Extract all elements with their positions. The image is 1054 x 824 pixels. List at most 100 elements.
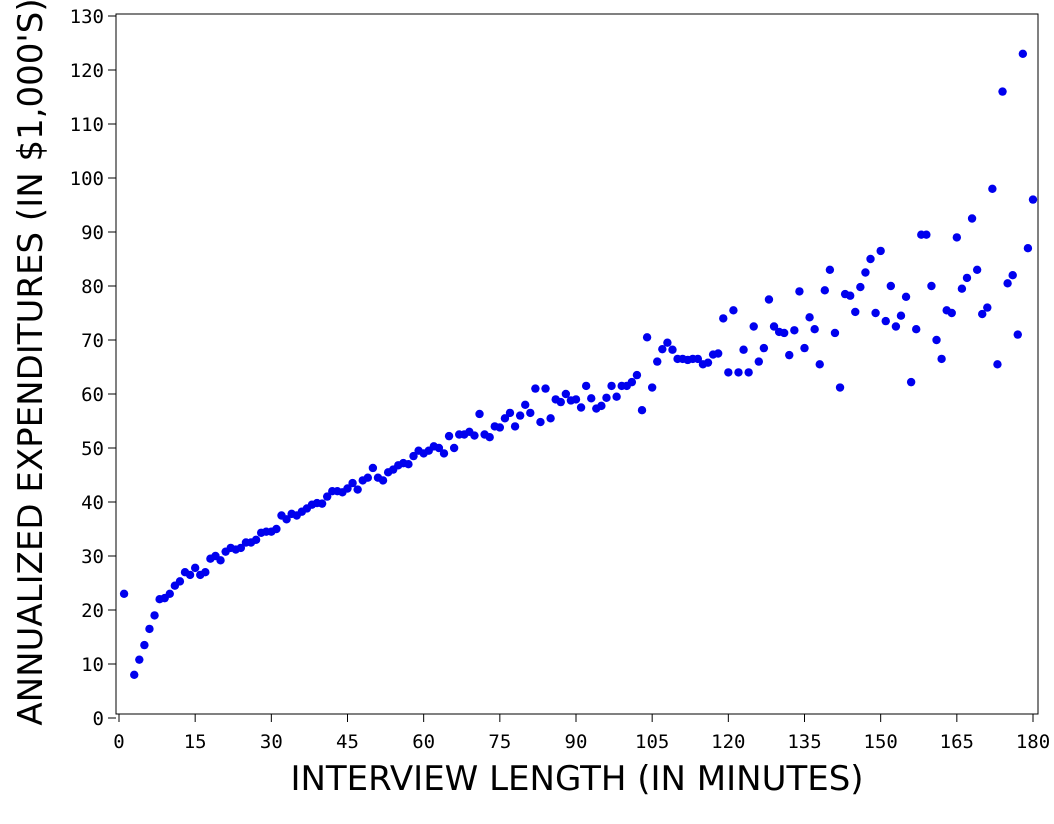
data-point <box>1018 49 1028 58</box>
data-point <box>896 311 906 320</box>
y-tick-label: 30 <box>81 546 104 568</box>
x-tick-label: 180 <box>1016 731 1050 753</box>
data-point <box>886 281 896 291</box>
data-point <box>1028 195 1038 204</box>
y-tick-label: 80 <box>81 276 104 298</box>
x-tick-label: 45 <box>336 731 359 753</box>
x-axis: 0 15 30 45 60 75 90 105 120 135 150 165 180 <box>113 714 1050 753</box>
data-point <box>378 476 388 485</box>
data-point <box>820 286 830 295</box>
y-tick-label: 50 <box>81 438 104 460</box>
data-point <box>759 343 769 353</box>
y-tick-label: 110 <box>70 114 104 136</box>
data-point <box>475 409 484 419</box>
data-point <box>861 268 870 277</box>
data-point <box>363 473 373 482</box>
data-point <box>317 499 327 508</box>
data-point <box>891 322 901 331</box>
data-point <box>962 273 972 283</box>
data-point <box>754 357 763 366</box>
data-point <box>937 354 946 364</box>
y-tick-label: 60 <box>81 384 104 406</box>
data-point <box>439 449 449 458</box>
x-tick-label: 105 <box>635 731 669 753</box>
x-tick-label: 60 <box>412 731 435 753</box>
data-point <box>983 303 992 312</box>
data-point <box>145 624 154 634</box>
data-point <box>785 350 794 360</box>
data-point <box>348 478 357 488</box>
x-tick-label: 30 <box>260 731 283 753</box>
data-point <box>881 316 890 326</box>
y-tick-label: 100 <box>70 168 104 190</box>
data-point <box>190 563 200 573</box>
data-point <box>800 343 809 353</box>
data-point <box>571 395 581 404</box>
data-point <box>739 345 748 354</box>
data-point <box>719 314 728 323</box>
data-point <box>647 383 657 392</box>
data-point <box>470 431 479 440</box>
data-point <box>409 451 418 461</box>
data-point <box>764 295 774 304</box>
x-tick-label: 120 <box>711 731 745 753</box>
data-point <box>693 354 703 364</box>
data-point <box>1003 279 1012 288</box>
data-point <box>967 214 977 223</box>
data-point <box>703 358 713 367</box>
y-tick-label: 120 <box>70 60 104 82</box>
x-axis-title: INTERVIEW LENGTH (IN MINUTES) <box>290 759 863 799</box>
data-point <box>587 394 596 403</box>
data-point <box>521 400 530 409</box>
data-point <box>922 230 931 239</box>
data-points <box>119 49 1038 679</box>
data-point <box>322 492 332 501</box>
data-point <box>1008 271 1017 280</box>
data-point <box>251 535 261 544</box>
data-point <box>947 308 956 318</box>
data-point <box>526 408 535 418</box>
data-point <box>851 307 860 317</box>
x-tick-label: 150 <box>864 731 898 753</box>
y-tick-label: 70 <box>81 330 104 352</box>
data-point <box>485 433 494 442</box>
y-tick-label: 0 <box>93 708 104 730</box>
data-point <box>1023 244 1033 253</box>
data-point <box>541 384 550 393</box>
data-point <box>515 411 525 420</box>
data-point <box>612 392 621 401</box>
data-point <box>368 463 378 473</box>
data-point <box>653 357 662 366</box>
data-point <box>871 308 880 318</box>
x-tick-label: 0 <box>113 731 124 753</box>
data-point <box>434 443 444 453</box>
data-point <box>561 389 571 399</box>
plot-frame <box>115 13 1039 715</box>
data-point <box>957 284 967 293</box>
data-point <box>602 393 611 402</box>
data-point <box>866 254 875 264</box>
data-point <box>815 360 824 369</box>
data-point <box>769 322 779 331</box>
data-point <box>1013 330 1022 339</box>
data-point <box>201 568 210 577</box>
data-point <box>546 414 555 423</box>
y-tick-label: 90 <box>81 222 104 244</box>
data-point <box>835 383 845 392</box>
data-point <box>272 524 281 534</box>
data-point <box>165 589 174 598</box>
y-axis-title: ANNUALIZED EXPENDITURES (IN $1,000'S) <box>11 0 51 726</box>
data-point <box>531 384 540 393</box>
data-point <box>779 328 789 338</box>
data-point <box>744 368 753 377</box>
x-tick-label: 135 <box>787 731 821 753</box>
data-point <box>607 381 616 391</box>
data-point <box>282 515 291 524</box>
data-point <box>998 87 1007 96</box>
data-point <box>846 291 855 300</box>
x-tick-label: 90 <box>565 731 588 753</box>
data-point <box>597 401 606 411</box>
data-point <box>825 265 835 274</box>
data-point <box>927 281 936 291</box>
